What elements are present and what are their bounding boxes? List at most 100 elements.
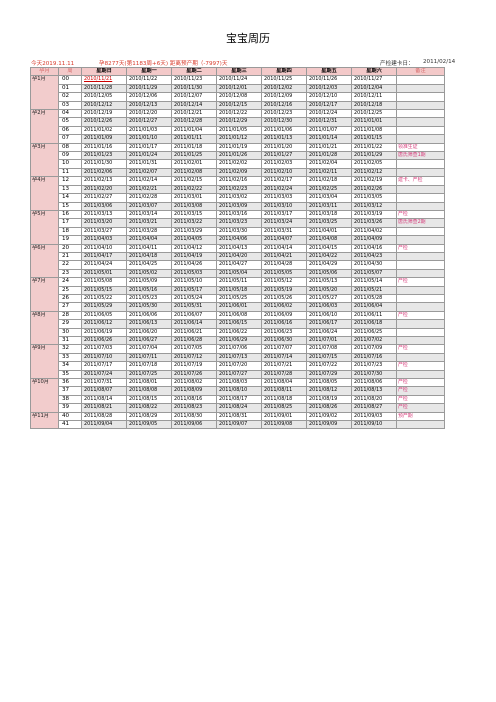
date-cell-saturday: 2011/01/01 — [351, 117, 397, 127]
date-cell-tuesday: 2010/12/07 — [171, 92, 217, 102]
note-cell: 预产期 — [396, 411, 445, 422]
note-cell — [396, 109, 445, 119]
date-cell-wednesday: 2011/07/20 — [216, 361, 262, 371]
week-number: 30 — [58, 327, 82, 338]
week-row: 09 2011/01/23 2011/01/24 2011/01/25 2011/01/… — [31, 151, 445, 161]
date-cell-saturday: 2011/05/28 — [351, 293, 397, 304]
note-cell — [396, 352, 445, 363]
month-label: 孕4月 — [30, 176, 59, 211]
date-cell-monday: 2011/03/21 — [126, 218, 172, 228]
note-cell: 建卡、产检 — [396, 176, 445, 186]
date-cell-thursday: 2011/01/13 — [261, 134, 307, 144]
date-cell-friday: 2011/01/28 — [306, 151, 352, 161]
week-number: 32 — [58, 344, 82, 354]
date-cell-monday: 2011/04/04 — [126, 235, 172, 245]
week-number: 38 — [58, 394, 82, 405]
date-cell-sunday: 2011/07/31 — [81, 378, 127, 388]
date-cell-friday: 2011/08/05 — [306, 378, 352, 388]
date-cell-monday: 2011/01/31 — [126, 159, 172, 169]
week-number: 14 — [58, 193, 82, 203]
date-cell-friday: 2011/08/19 — [306, 394, 352, 405]
note-cell — [396, 117, 445, 127]
date-cell-friday: 2011/03/04 — [306, 193, 352, 203]
week-row: 33 2011/07/10 2011/07/11 2011/07/12 2011/07/… — [31, 352, 445, 363]
week-row: 18 2011/03/27 2011/03/28 2011/03/29 2011/03/… — [31, 226, 445, 237]
note-cell: 唐氏筛查1期 — [396, 151, 445, 161]
date-cell-sunday: 2011/06/26 — [81, 335, 127, 346]
date-cell-sunday: 2011/05/22 — [81, 293, 127, 304]
date-cell-friday: 2011/07/08 — [306, 344, 352, 354]
header-friday: 星期五 — [306, 66, 352, 77]
note-cell — [396, 335, 445, 346]
date-cell-monday: 2011/01/03 — [126, 125, 172, 136]
week-number: 07 — [58, 134, 82, 144]
date-cell-wednesday: 2011/08/17 — [216, 394, 262, 405]
date-cell-saturday: 2011/01/29 — [351, 151, 397, 161]
week-row: 25 2011/05/15 2011/05/16 2011/05/17 2011/05/… — [31, 285, 445, 295]
date-cell-friday: 2011/04/22 — [306, 251, 352, 262]
week-number: 24 — [58, 277, 82, 287]
date-cell-tuesday: 2011/01/04 — [171, 125, 217, 136]
week-number: 19 — [58, 235, 82, 245]
week-row: 15 2011/03/06 2011/03/07 2011/03/08 2011/03/… — [31, 201, 445, 211]
date-cell-friday: 2011/07/01 — [306, 335, 352, 346]
date-cell-friday: 2011/05/06 — [306, 268, 352, 279]
date-cell-wednesday: 2011/05/25 — [216, 293, 262, 304]
date-cell-wednesday: 2011/05/11 — [216, 277, 262, 287]
week-number: 33 — [58, 352, 82, 363]
date-cell-wednesday: 2011/08/10 — [216, 386, 262, 396]
date-cell-sunday: 2011/07/03 — [81, 344, 127, 354]
date-cell-friday: 2011/05/20 — [306, 285, 352, 295]
due-date: 2011/02/14 — [423, 59, 456, 65]
date-cell-thursday: 2011/02/10 — [261, 167, 307, 178]
week-row: 孕11月 40 2011/08/28 2011/08/29 2011/08/30 2011… — [30, 411, 445, 430]
date-cell-friday: 2010/12/10 — [306, 92, 352, 102]
date-cell-saturday: 2011/02/12 — [351, 167, 397, 178]
date-cell-thursday: 2011/02/03 — [261, 159, 307, 169]
date-cell-saturday: 2011/06/04 — [351, 302, 397, 312]
date-cell-tuesday: 2011/08/16 — [171, 394, 217, 405]
date-cell-tuesday: 2011/02/22 — [171, 184, 217, 195]
month-label: 孕2月 — [30, 109, 59, 144]
date-cell-wednesday: 2010/12/29 — [216, 117, 262, 127]
note-cell — [396, 293, 445, 304]
date-cell-friday: 2011/06/24 — [306, 327, 352, 338]
date-cell-saturday: 2010/12/04 — [351, 83, 397, 94]
date-cell-tuesday: 2011/04/19 — [171, 251, 217, 262]
date-cell-thursday: 2011/02/17 — [261, 176, 307, 186]
date-cell-friday: 2011/09/09 — [306, 420, 352, 430]
date-cell-saturday: 2011/03/19 — [351, 209, 397, 220]
date-cell-thursday: 2011/08/18 — [261, 394, 307, 405]
date-cell-friday: 2011/02/04 — [306, 159, 352, 169]
date-cell-wednesday: 2011/02/23 — [216, 184, 262, 195]
week-row: 孕4月 12 2011/02/13 2011/02/14 2011/02/15 2011/… — [30, 176, 445, 211]
week-row: 孕3月 08 2011/01/16 2011/01/17 2011/01/18 2011/… — [30, 142, 445, 178]
header-wednesday: 星期三 — [216, 66, 262, 77]
date-cell-saturday: 2011/01/22 — [351, 142, 397, 153]
date-cell-tuesday: 2011/05/03 — [171, 268, 217, 279]
month-label: 孕9月 — [30, 344, 59, 380]
note-cell — [396, 134, 445, 144]
date-cell-sunday: 2011/05/08 — [81, 277, 127, 287]
date-cell-thursday: 2011/02/24 — [261, 184, 307, 195]
week-number: 37 — [58, 386, 82, 396]
date-cell-monday: 2011/08/08 — [126, 386, 172, 396]
date-cell-monday: 2011/07/18 — [126, 361, 172, 371]
date-cell-thursday: 2010/12/30 — [261, 117, 307, 127]
month-label: 孕5月 — [30, 209, 59, 245]
date-cell-saturday: 2011/08/13 — [351, 386, 397, 396]
date-cell-saturday: 2011/07/16 — [351, 352, 397, 363]
week-row: 31 2011/06/26 2011/06/27 2011/06/28 2011/06/… — [31, 335, 445, 346]
date-cell-sunday: 2011/02/27 — [81, 193, 127, 203]
date-cell-friday: 2011/05/13 — [306, 277, 352, 287]
date-cell-sunday: 2011/03/20 — [81, 218, 127, 228]
week-row: 13 2011/02/20 2011/02/21 2011/02/22 2011/02/… — [31, 184, 445, 195]
date-cell-saturday: 2011/02/19 — [351, 176, 397, 186]
date-cell-sunday: 2011/06/12 — [81, 319, 127, 329]
date-cell-monday: 2011/06/13 — [126, 319, 172, 329]
date-cell-monday: 2011/02/21 — [126, 184, 172, 195]
date-cell-thursday: 2011/03/24 — [261, 218, 307, 228]
date-cell-thursday: 2010/12/16 — [261, 100, 307, 111]
date-cell-thursday: 2011/07/07 — [261, 344, 307, 354]
date-cell-monday: 2011/03/14 — [126, 209, 172, 220]
